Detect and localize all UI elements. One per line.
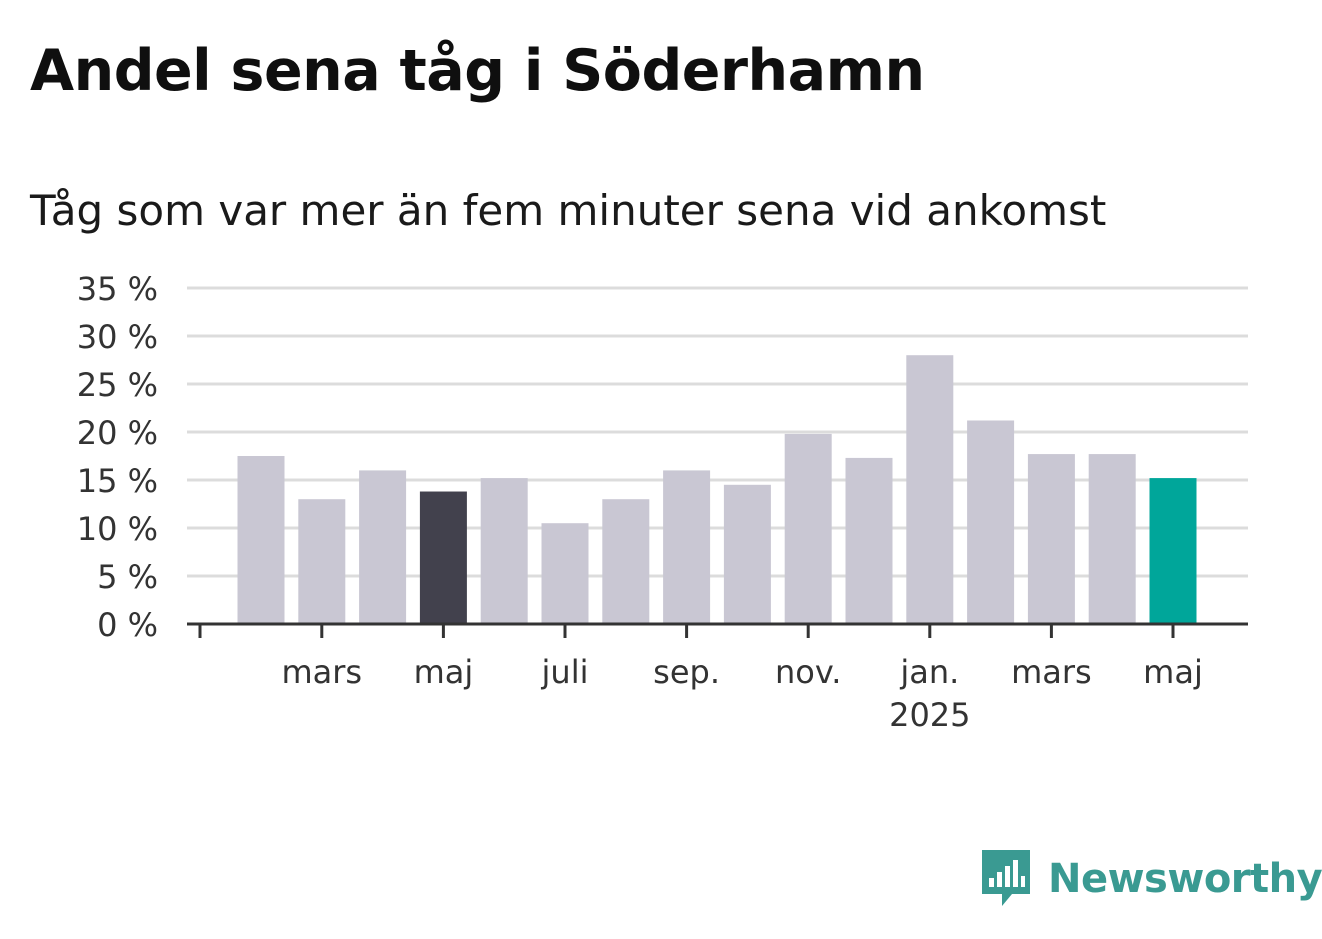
- bar: [541, 523, 589, 624]
- bars: [237, 355, 1197, 624]
- brand-name: Newsworthy: [1048, 856, 1322, 902]
- bar: [1149, 478, 1197, 624]
- y-tick-label: 30 %: [77, 318, 158, 356]
- bar: [723, 484, 771, 624]
- bar: [298, 499, 346, 624]
- x-axis: [187, 622, 1248, 638]
- x-tick-label: juli: [541, 653, 589, 691]
- x-tick-label: maj: [1143, 653, 1203, 691]
- x-tick-label: mars: [1011, 653, 1092, 691]
- newsworthy-logo-icon: [982, 850, 1030, 906]
- bar: [359, 470, 407, 624]
- bar: [845, 457, 893, 624]
- y-tick-label: 25 %: [77, 366, 158, 404]
- y-tick-label: 5 %: [97, 558, 158, 596]
- x-tick-sublabel: 2025: [889, 696, 970, 734]
- bar: [1088, 454, 1136, 624]
- bar: [237, 456, 285, 624]
- y-tick-label: 35 %: [77, 270, 158, 308]
- y-axis-tick-labels: 0 % 5 % 10 % 15 % 20 % 25 % 30 % 35 %: [77, 270, 158, 644]
- x-tick-label: mars: [281, 653, 362, 691]
- y-tick-label: 20 %: [77, 414, 158, 452]
- x-tick-label: sep.: [653, 653, 720, 691]
- bar: [1027, 454, 1075, 624]
- y-tick-label: 15 %: [77, 462, 158, 500]
- x-tick-label: maj: [414, 653, 474, 691]
- bar: [480, 478, 528, 624]
- bar: [784, 433, 832, 624]
- y-tick-label: 0 %: [97, 606, 158, 644]
- chart-title: Andel sena tåg i Söderhamn: [30, 38, 925, 104]
- bar: [906, 355, 954, 624]
- brand: Newsworthy: [980, 848, 1322, 910]
- bar: [602, 499, 650, 624]
- bar: [967, 420, 1015, 624]
- x-axis-tick-labels: mars maj juli sep. nov. jan. 2025 mars maj: [281, 653, 1202, 734]
- chart-subtitle: Tåg som var mer än fem minuter sena vid …: [30, 186, 1107, 235]
- x-tick-label: jan.: [899, 653, 959, 691]
- bar: [663, 470, 711, 624]
- x-tick-label: nov.: [775, 653, 841, 691]
- y-tick-label: 10 %: [77, 510, 158, 548]
- bar: [419, 491, 467, 624]
